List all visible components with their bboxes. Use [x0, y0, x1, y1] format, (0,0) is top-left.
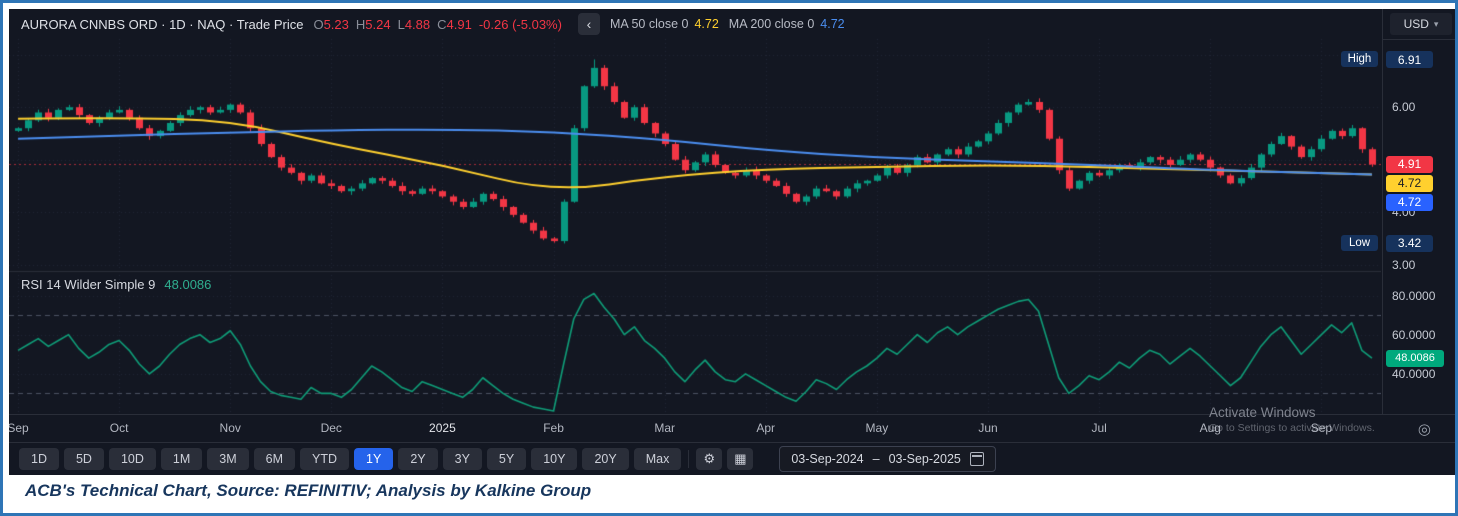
date-from: 03-Sep-2024 [791, 452, 864, 466]
grid-layout-button[interactable]: ▦ [727, 448, 754, 470]
range-button-5y[interactable]: 5Y [486, 448, 527, 470]
chevron-left-icon: ‹ [586, 16, 592, 32]
month-label: Mar [654, 421, 676, 435]
rsi-axis-tick: 80.0000 [1392, 288, 1436, 303]
grid-icon: ▦ [734, 451, 747, 466]
gear-icon: ⚙ [703, 451, 716, 466]
month-label: Oct [109, 421, 129, 435]
ma200-label: MA 200 close 0 [728, 17, 815, 31]
range-button-5d[interactable]: 5D [63, 448, 104, 470]
windows-activation-watermark: Activate Windows Go to Settings to activ… [1209, 405, 1375, 435]
time-axis[interactable]: Sep Oct Nov Dec 2025 Feb Mar Apr May Jun Jul Aug Sep [9, 414, 1455, 443]
range-button-6m[interactable]: 6M [253, 448, 296, 470]
bottom-toolbar: 1D 5D 10D 1M 3M 6M YTD 1Y 2Y 3Y 5Y 10Y 20Y Max ⚙ ▦ 03… [9, 442, 1455, 475]
price-chart-canvas[interactable] [9, 9, 1381, 414]
chart-application: AURORA CNNBS ORD · 1D · NAQ · Trade Pric… [9, 9, 1455, 475]
range-button-1y[interactable]: 1Y [354, 448, 394, 470]
change-value: -0.26 (-5.03%) [478, 16, 562, 32]
price-badge-low: 3.42 [1386, 234, 1433, 252]
range-button-10d[interactable]: 10D [108, 448, 156, 470]
range-button-3y[interactable]: 3Y [442, 448, 482, 470]
range-button-10y[interactable]: 10Y [531, 448, 578, 470]
price-badge-ma200: 4.72 [1386, 193, 1433, 211]
axis-separator [1383, 39, 1455, 40]
chart-caption: ACB's Technical Chart, Source: REFINITIV… [25, 481, 592, 500]
price-axis-tick: 3.00 [1392, 257, 1416, 272]
collapse-legend-button[interactable]: ‹ [577, 13, 600, 35]
ohlc-readout: O5.23 H5.24 L4.88 C4.91 -0.26 (-5.03%) [313, 17, 561, 32]
rsi-legend[interactable]: RSI 14 Wilder Simple 9 48.0086 [21, 277, 211, 292]
date-to: 03-Sep-2025 [888, 452, 961, 466]
month-label: Aug [1199, 421, 1221, 435]
chevron-down-icon: ▾ [1433, 18, 1439, 29]
ma50-value: 4.72 [694, 17, 719, 31]
watermark-line1: Activate Windows [1209, 405, 1316, 420]
close-label: C [437, 16, 447, 32]
watermark-line2: Go to Settings to activate Windows. [1209, 421, 1375, 434]
currency-label: USD [1403, 17, 1429, 31]
range-button-ytd[interactable]: YTD [300, 448, 350, 470]
month-label: Nov [219, 421, 241, 435]
chart-settings-button[interactable]: ⚙ [696, 448, 723, 470]
range-button-1d[interactable]: 1D [19, 448, 59, 470]
rsi-value: 48.0086 [164, 277, 212, 292]
chart-legend: AURORA CNNBS ORD · 1D · NAQ · Trade Pric… [21, 9, 845, 39]
rsi-label: RSI 14 Wilder Simple 9 [21, 277, 156, 292]
price-badge-ma50: 4.72 [1386, 174, 1433, 192]
range-button-20y[interactable]: 20Y [582, 448, 629, 470]
currency-selector[interactable]: USD ▾ [1390, 13, 1452, 35]
range-buttons: 1D 5D 10D 1M 3M 6M YTD 1Y 2Y 3Y 5Y 10Y 20Y Max [19, 448, 682, 470]
calendar-icon [969, 452, 984, 466]
high-value: 5.24 [365, 16, 391, 32]
rsi-axis-tick: 40.0000 [1392, 366, 1436, 381]
ma50-label: MA 50 close 0 [609, 17, 689, 31]
open-value: 5.23 [323, 16, 349, 32]
month-label: Jul [1091, 421, 1107, 435]
month-label: May [865, 421, 889, 435]
side-label-high: High [1341, 51, 1378, 68]
date-range-separator: – [872, 452, 880, 466]
low-label: L [397, 16, 405, 32]
symbol-title[interactable]: AURORA CNNBS ORD · 1D · NAQ · Trade Pric… [21, 16, 304, 32]
range-button-1m[interactable]: 1M [160, 448, 203, 470]
side-label-low: Low [1341, 234, 1378, 251]
range-button-3m[interactable]: 3M [207, 448, 249, 470]
close-value: 4.91 [446, 16, 472, 32]
ma200-legend[interactable]: MA 200 close 0 4.72 [729, 17, 845, 31]
month-label: Sep [9, 421, 29, 435]
month-label: 2025 [429, 421, 456, 435]
range-button-2y[interactable]: 2Y [398, 448, 438, 470]
month-label: Sep [1310, 421, 1333, 435]
price-badge-high: 6.91 [1386, 51, 1433, 69]
price-axis-tick: 6.00 [1392, 100, 1416, 115]
scales-settings-icon[interactable]: ◎ [1417, 421, 1431, 438]
month-label: Feb [543, 421, 564, 435]
high-label: H [355, 16, 366, 32]
rsi-value-badge: 48.0086 [1386, 349, 1444, 367]
month-label: Apr [756, 421, 776, 435]
date-range-picker[interactable]: 03-Sep-2024 – 03-Sep-2025 [779, 446, 996, 472]
ma200-value: 4.72 [820, 17, 845, 31]
ma50-legend[interactable]: MA 50 close 0 4.72 [610, 17, 719, 31]
month-label: Dec [320, 421, 342, 435]
toolbar-divider [688, 450, 690, 468]
rsi-axis-tick: 60.0000 [1392, 327, 1436, 342]
open-label: O [313, 16, 324, 32]
month-label: Jun [978, 421, 998, 435]
price-axis[interactable]: USD ▾ 6.00 4.00 3.00 6.91 3.42 4.91 4.72 4.72 80… [1382, 9, 1455, 414]
price-badge-last: 4.91 [1386, 155, 1433, 173]
low-value: 4.88 [404, 16, 431, 32]
range-button-max[interactable]: Max [633, 448, 682, 470]
